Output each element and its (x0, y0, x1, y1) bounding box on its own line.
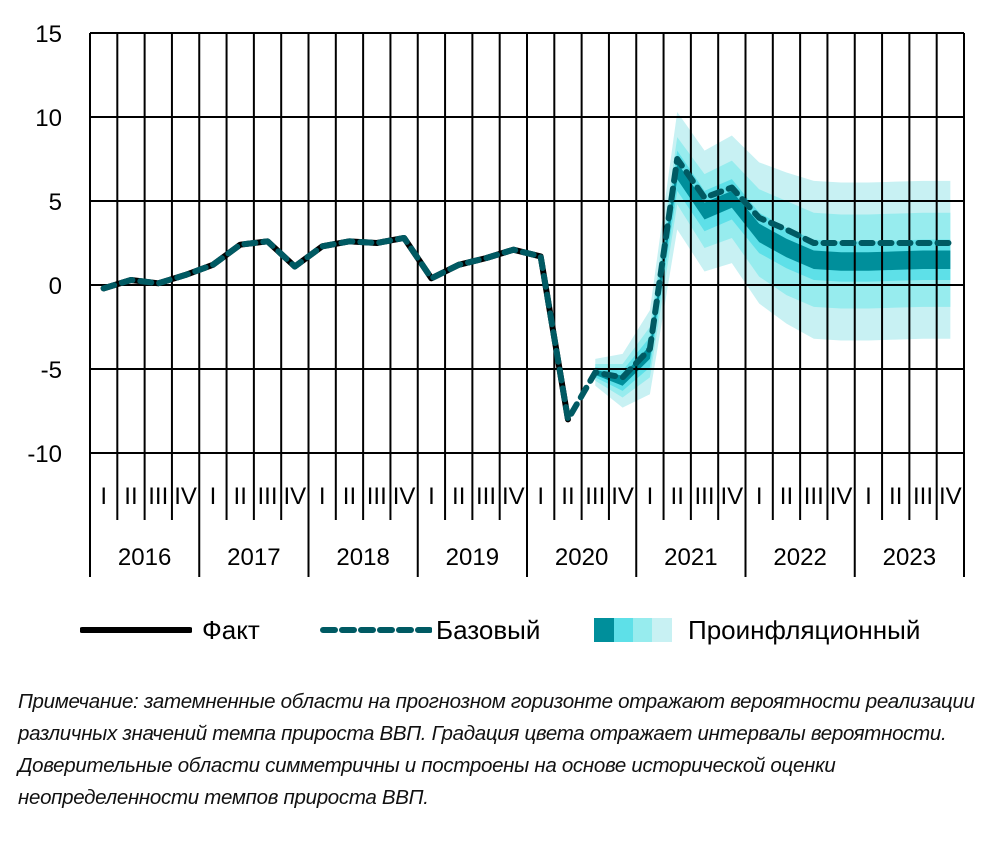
year-label: 2022 (773, 544, 826, 571)
year-label: 2018 (336, 544, 389, 571)
quarter-label: III (476, 483, 496, 510)
quarter-label: I (428, 483, 435, 510)
quarter-label: I (537, 483, 544, 510)
quarter-label: I (319, 483, 326, 510)
legend-base-label: Базовый (436, 614, 541, 645)
y-tick-label: -5 (41, 357, 62, 384)
legend-base: Базовый (320, 608, 540, 652)
quarter-label: I (647, 483, 654, 510)
quarter-label: III (804, 483, 824, 510)
quarter-label: II (889, 483, 902, 510)
quarter-label: II (671, 483, 684, 510)
chart-note: Примечание: затемненные области на прогн… (18, 690, 975, 809)
legend-fact: Факт (80, 608, 260, 652)
year-label: 2020 (555, 544, 608, 571)
quarter-label: I (865, 483, 872, 510)
legend-base-swatch (320, 627, 432, 633)
legend: Факт Базовый Проинфляционный (0, 608, 993, 652)
series-base-line (100, 156, 954, 423)
quarter-label: IV (393, 483, 416, 510)
legend-proinfl: Проинфляционный (594, 608, 920, 652)
quarter-label: II (780, 483, 793, 510)
year-label: 2023 (883, 544, 936, 571)
quarter-label: III (913, 483, 933, 510)
y-tick-label: 15 (35, 21, 62, 48)
quarter-label: I (100, 483, 107, 510)
quarter-label: II (234, 483, 247, 510)
quarter-label: II (343, 483, 356, 510)
year-label: 2019 (446, 544, 499, 571)
quarter-label: III (148, 483, 168, 510)
year-label: 2021 (664, 544, 717, 571)
y-tick-label: 10 (35, 105, 62, 132)
quarter-label: IV (611, 483, 634, 510)
y-tick-label: 5 (49, 189, 62, 216)
quarter-label: IV (502, 483, 525, 510)
quarter-label: IV (721, 483, 744, 510)
quarter-label: IV (939, 483, 962, 510)
quarter-label: I (756, 483, 763, 510)
quarter-label: IV (174, 483, 197, 510)
quarter-label: III (367, 483, 387, 510)
quarter-label: III (585, 483, 605, 510)
quarter-label: II (561, 483, 574, 510)
legend-proinfl-swatch (594, 618, 672, 642)
legend-proinfl-label: Проинфляционный (688, 614, 921, 645)
year-label: 2016 (118, 544, 171, 571)
legend-fact-label: Факт (202, 614, 260, 645)
quarter-label: IV (830, 483, 853, 510)
quarter-label: III (258, 483, 278, 510)
quarter-label: IV (284, 483, 307, 510)
y-tick-label: 0 (49, 273, 62, 300)
year-label: 2017 (227, 544, 280, 571)
quarter-label: II (124, 483, 137, 510)
quarter-label: II (452, 483, 465, 510)
quarter-label: III (695, 483, 715, 510)
y-tick-label: -10 (27, 441, 62, 468)
quarter-label: I (210, 483, 217, 510)
legend-fact-swatch (80, 627, 192, 633)
